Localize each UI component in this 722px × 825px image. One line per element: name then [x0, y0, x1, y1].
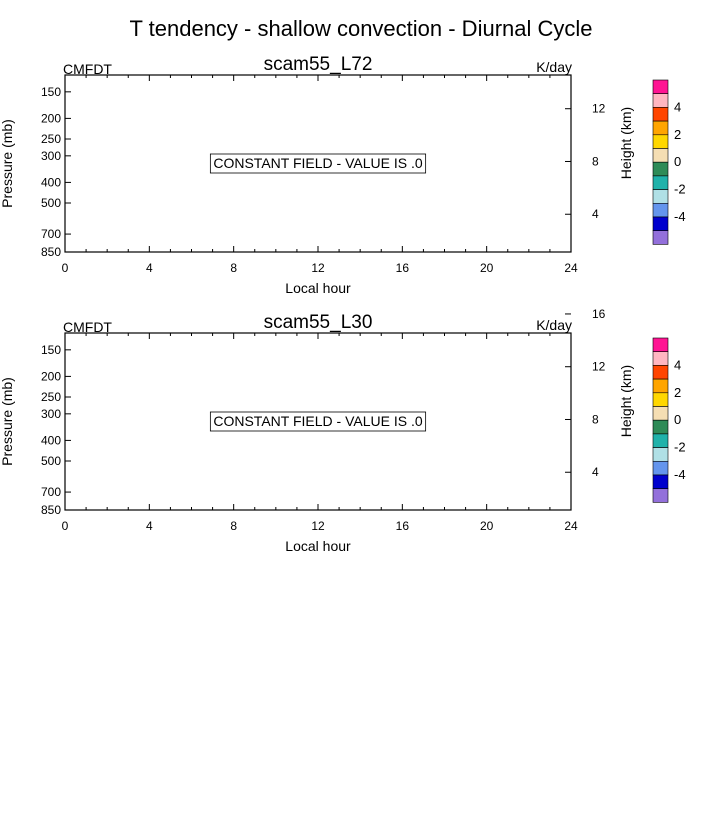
y-axis-label: Pressure (mb): [0, 377, 15, 466]
panel-title: scam55_L30: [264, 312, 373, 333]
colorbar-box: [652, 433, 669, 448]
y-tick-label: 500: [41, 196, 61, 210]
colorbar-box: [652, 392, 669, 407]
y-tick-label: 400: [41, 175, 61, 189]
x-tick-label: 20: [480, 519, 494, 533]
colorbar-label: -4: [674, 209, 686, 224]
constant-field-message: CONSTANT FIELD - VALUE IS .0: [209, 153, 427, 174]
x-tick-label: 24: [564, 261, 578, 275]
colorbar-box: [652, 337, 669, 352]
y2-tick-label: 12: [592, 102, 606, 116]
x-axis-label: Local hour: [285, 280, 351, 296]
y-tick-label: 200: [41, 111, 61, 125]
colorbar-box: [652, 175, 669, 190]
colorbar-box: [652, 474, 669, 489]
constant-field-message: CONSTANT FIELD - VALUE IS .0: [209, 411, 427, 432]
colorbar-box: [652, 351, 669, 366]
colorbar-box: [652, 120, 669, 136]
constant-field-box: [209, 411, 427, 432]
colorbar-box: [652, 406, 669, 421]
colorbar-label: 4: [674, 357, 681, 372]
y2-tick-label: 4: [592, 465, 599, 479]
constant-field-text: CONSTANT FIELD - VALUE IS .0: [213, 413, 422, 429]
colorbar-label: -4: [674, 467, 686, 482]
colorbar-box: [652, 79, 669, 94]
colorbar-box: [652, 134, 669, 149]
colorbar-box: [652, 161, 669, 177]
colorbar-box: [652, 230, 669, 245]
y-tick-label: 200: [41, 369, 61, 383]
x-tick-label: 12: [311, 519, 325, 533]
constant-field-text: CONSTANT FIELD - VALUE IS .0: [213, 155, 422, 171]
x-tick-label: 8: [230, 519, 237, 533]
colorbar-box: [652, 107, 669, 122]
colorbar: 4 2 0 -2 -4: [652, 79, 686, 245]
y2-tick-label: 8: [592, 154, 599, 168]
colorbar-label: -2: [674, 182, 686, 197]
y2-tick-label: 8: [592, 412, 599, 426]
colorbar-label: 0: [674, 412, 681, 427]
colorbar-box: [652, 460, 669, 476]
colorbar-box: [652, 447, 669, 462]
colorbar: 4 2 0 -2 -4: [652, 337, 686, 503]
colorbar-box: [652, 216, 669, 231]
right-string: K/day: [536, 59, 572, 75]
colorbar-label: 4: [674, 99, 681, 114]
x-tick-label: 16: [396, 261, 410, 275]
y-tick-label: 850: [41, 503, 61, 517]
figure-title: T tendency - shallow convection - Diurna…: [129, 16, 592, 41]
y2-axis-label: Height (km): [618, 107, 634, 179]
colorbar-label: 2: [674, 127, 681, 142]
colorbar-box: [652, 419, 669, 435]
y-tick-label: 850: [41, 245, 61, 259]
x-tick-label: 4: [146, 519, 153, 533]
y-tick-label: 300: [41, 407, 61, 421]
x-tick-label: 0: [62, 261, 69, 275]
colorbar-box: [652, 93, 669, 108]
colorbar-box: [652, 189, 669, 204]
y-tick-label: 700: [41, 227, 61, 241]
colorbar-box: [652, 365, 669, 380]
colorbar-box: [652, 203, 669, 218]
x-tick-label: 4: [146, 261, 153, 275]
x-tick-label: 24: [564, 519, 578, 533]
colorbar-box: [652, 378, 669, 394]
y-tick-label: 150: [41, 343, 61, 357]
colorbar-label: 2: [674, 385, 681, 400]
y-tick-label: 300: [41, 149, 61, 163]
colorbar-label: -2: [674, 440, 686, 455]
y-tick-label: 150: [41, 85, 61, 99]
y2-tick-label: 16: [592, 307, 606, 321]
panel-title: scam55_L72: [264, 54, 373, 75]
y-tick-label: 500: [41, 454, 61, 468]
x-tick-label: 20: [480, 261, 494, 275]
x-tick-label: 8: [230, 261, 237, 275]
y-tick-label: 700: [41, 485, 61, 499]
y-tick-label: 250: [41, 132, 61, 146]
right-string: K/day: [536, 317, 572, 333]
x-tick-label: 12: [311, 261, 325, 275]
left-string: CMFDT: [63, 319, 112, 335]
x-tick-label: 16: [396, 519, 410, 533]
constant-field-box: [209, 153, 427, 174]
x-tick-label: 0: [62, 519, 69, 533]
left-string: CMFDT: [63, 61, 112, 77]
y2-tick-label: 4: [592, 207, 599, 221]
colorbar-box: [652, 488, 669, 503]
y-tick-label: 400: [41, 433, 61, 447]
x-axis-label: Local hour: [285, 538, 351, 554]
colorbar-box: [652, 148, 669, 163]
colorbar-label: 0: [674, 154, 681, 169]
y-axis-label: Pressure (mb): [0, 119, 15, 208]
y-tick-label: 250: [41, 390, 61, 404]
y2-axis-label: Height (km): [618, 365, 634, 437]
y2-tick-label: 12: [592, 360, 606, 374]
